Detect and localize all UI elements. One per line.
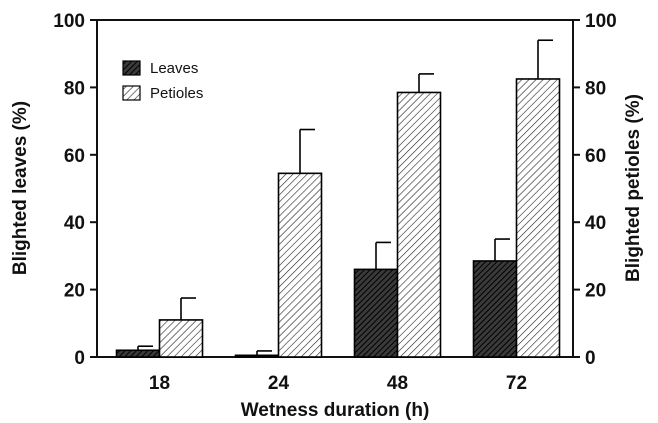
error-bars-group <box>137 39 553 356</box>
y-axis-title-left: Blighted leaves (%) <box>10 101 31 275</box>
y-tick-label-right: 60 <box>585 146 606 167</box>
legend-swatch-petioles <box>122 85 141 101</box>
bar-leaves-72 <box>472 260 518 358</box>
y-tick-label-left: 80 <box>64 78 85 99</box>
bars-group <box>115 78 561 358</box>
y-axis-right: 0 20 40 60 80 100 <box>573 11 617 369</box>
plot-frame <box>96 19 574 358</box>
y-axis-title-right: Blighted petioles (%) <box>623 94 644 282</box>
x-tick-label-72: 72 <box>506 373 527 394</box>
y-tick-label-left: 100 <box>53 11 85 32</box>
x-tick-label-18: 18 <box>149 373 170 394</box>
bar-petioles-24 <box>277 172 323 358</box>
y-tick-label-left: 60 <box>64 146 85 167</box>
x-tick-label-24: 24 <box>268 373 290 394</box>
legend-label-petioles: Petioles <box>150 85 203 102</box>
legend: Leaves Petioles <box>122 60 203 102</box>
bar-leaves-48 <box>353 268 399 358</box>
x-tick-label-48: 48 <box>387 373 408 394</box>
y-tick-label-right: 20 <box>585 281 606 302</box>
bar-petioles-48 <box>396 91 442 358</box>
legend-label-leaves: Leaves <box>150 60 198 77</box>
bar-leaves-24 <box>234 354 280 358</box>
bar-petioles-72 <box>515 78 561 358</box>
legend-swatch-leaves <box>122 60 141 76</box>
y-tick-label-left: 0 <box>74 348 85 369</box>
y-tick-label-right: 80 <box>585 78 606 99</box>
bar-petioles-18 <box>158 319 204 358</box>
x-axis: 18 24 48 72 <box>149 373 527 394</box>
y-tick-label-right: 0 <box>585 348 596 369</box>
y-tick-label-right: 40 <box>585 213 606 234</box>
y-tick-label-left: 40 <box>64 213 85 234</box>
y-tick-label-left: 20 <box>64 281 85 302</box>
y-tick-label-right: 100 <box>585 11 617 32</box>
x-axis-title: Wetness duration (h) <box>241 400 430 421</box>
y-axis-left: 0 20 40 60 80 100 <box>53 11 97 369</box>
bar-leaves-18 <box>115 349 161 358</box>
